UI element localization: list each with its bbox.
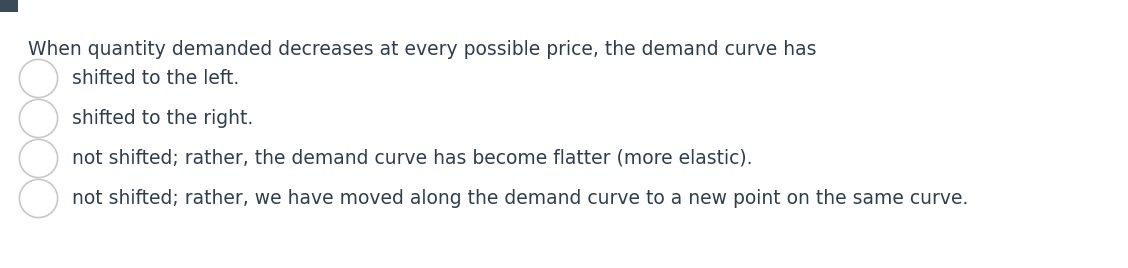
Point bbox=[29, 196, 47, 200]
Text: not shifted; rather, the demand curve has become flatter (more elastic).: not shifted; rather, the demand curve ha… bbox=[72, 148, 752, 168]
Text: shifted to the left.: shifted to the left. bbox=[72, 69, 239, 87]
Text: When quantity demanded decreases at every possible price, the demand curve has: When quantity demanded decreases at ever… bbox=[28, 40, 817, 59]
Text: shifted to the right.: shifted to the right. bbox=[72, 109, 254, 128]
Bar bbox=[0, 0, 18, 12]
Text: not shifted; rather, we have moved along the demand curve to a new point on the : not shifted; rather, we have moved along… bbox=[72, 188, 968, 207]
Point bbox=[29, 76, 47, 80]
Point bbox=[29, 116, 47, 120]
Point bbox=[29, 156, 47, 160]
